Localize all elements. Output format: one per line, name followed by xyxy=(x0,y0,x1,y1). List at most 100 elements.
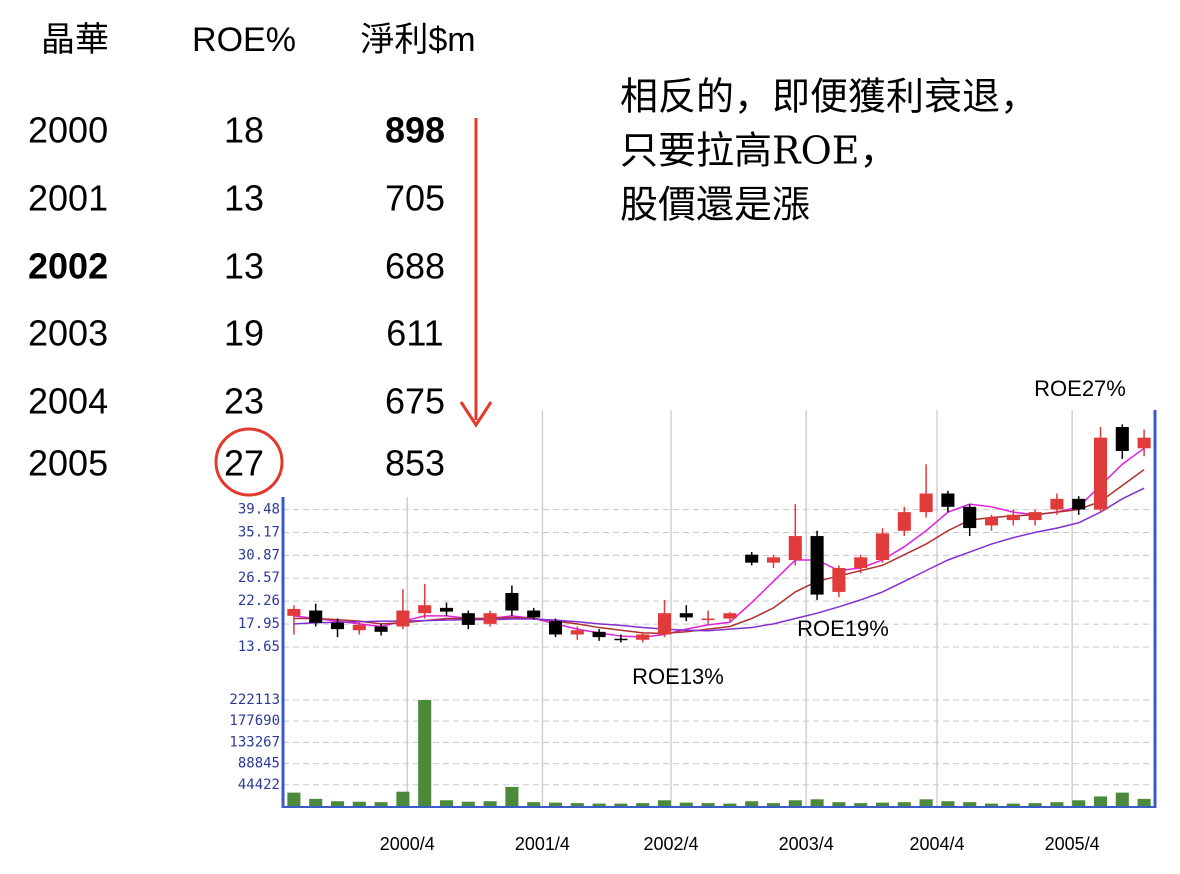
moving-average xyxy=(293,468,1145,635)
cover xyxy=(279,398,501,497)
candle-body xyxy=(287,608,301,616)
highlight-circle xyxy=(214,427,284,497)
y-tick-label: 39.48 xyxy=(238,502,280,518)
volume-bar xyxy=(1093,796,1108,806)
candle-body xyxy=(657,613,672,635)
annotation: ROE19% xyxy=(797,616,889,641)
candle-body xyxy=(309,610,323,623)
y-tick-label: 26.57 xyxy=(238,570,280,586)
candle-body xyxy=(527,610,541,618)
candle-body xyxy=(788,536,802,560)
candle-body xyxy=(963,506,977,529)
candle-body xyxy=(854,557,868,568)
volume-bar xyxy=(483,801,497,806)
volume-bar xyxy=(636,803,650,806)
annotation: ROE13% xyxy=(632,664,724,689)
volume-bar xyxy=(1137,798,1151,806)
candle-body xyxy=(1028,512,1042,521)
table-cell: 898 xyxy=(385,110,445,151)
candle-body xyxy=(1006,514,1020,521)
volume-bar xyxy=(352,801,366,806)
table-cell: 18 xyxy=(224,110,264,151)
table-cell: 2002 xyxy=(28,246,108,287)
table-cell: 675 xyxy=(385,381,445,422)
table-header: 淨利$m xyxy=(360,21,475,59)
candle-body xyxy=(1115,427,1129,451)
volume-bar xyxy=(657,800,672,806)
candle-body xyxy=(984,517,999,526)
note-line: 只要拉高ROE， xyxy=(620,129,898,173)
stock-chart: 2000/4 2001/4 2002/4 2003/4 2004/4 2005/4 13.6… xyxy=(229,410,1157,854)
note-line: 股價還是漲 xyxy=(620,183,810,227)
table-cell: 705 xyxy=(385,178,445,219)
volume-bar xyxy=(592,803,606,806)
table-cell: 853 xyxy=(385,443,445,484)
volume-bar xyxy=(418,700,432,806)
arrow-head xyxy=(459,401,493,428)
candle-body xyxy=(374,626,388,632)
volume-bar xyxy=(439,800,454,806)
candle-body xyxy=(1137,437,1151,449)
table-header: ROE% xyxy=(192,21,296,59)
y-tick-label: 22.26 xyxy=(238,593,280,609)
volume-bar xyxy=(527,802,541,806)
volume-bar xyxy=(963,802,977,806)
volume-bar xyxy=(745,801,759,806)
table-cell: 19 xyxy=(224,313,264,354)
volume-bar xyxy=(1006,803,1020,806)
table-cell: 27 xyxy=(224,443,264,484)
y-tick-label: 30.87 xyxy=(238,547,280,563)
volume-bar xyxy=(1050,802,1064,806)
x-tick-label: 2005/4 xyxy=(1045,834,1100,854)
volume-bar xyxy=(614,803,628,806)
candle-body xyxy=(396,610,410,627)
candle-body xyxy=(636,634,650,640)
candle-body xyxy=(679,613,693,618)
candle-body xyxy=(461,613,475,625)
candle-body xyxy=(592,631,606,638)
note-line: 相反的，即便獲利衰退， xyxy=(620,75,1038,119)
x-tick-label: 2004/4 xyxy=(909,834,964,854)
volume-bar xyxy=(505,786,519,806)
volume-tick-label: 222113 xyxy=(229,692,280,708)
table-header: 晶華 xyxy=(41,21,109,59)
volume-bar xyxy=(1115,792,1129,806)
x-tick-label: 2001/4 xyxy=(515,834,570,854)
candle-body xyxy=(439,607,454,612)
candle-body xyxy=(548,621,563,635)
volume-bar xyxy=(1028,803,1042,806)
volume-bar xyxy=(287,792,301,806)
volume-bar xyxy=(723,803,737,806)
volume-bar xyxy=(396,791,410,806)
volume-bar xyxy=(309,798,323,806)
y-tick-label: 13.65 xyxy=(238,639,280,655)
volume-bar xyxy=(984,803,999,806)
table-cell: 2000 xyxy=(28,110,108,151)
volume-bar xyxy=(788,800,802,806)
volume-bar xyxy=(570,803,584,806)
x-tick-label: 2002/4 xyxy=(644,834,699,854)
table-cell: 2004 xyxy=(28,381,108,422)
table-cell: 611 xyxy=(386,313,443,354)
volume-bar xyxy=(374,802,388,806)
candle-body xyxy=(941,493,955,507)
volume-bar xyxy=(766,803,781,806)
volume-bar xyxy=(897,802,911,806)
volume-tick-label: 133267 xyxy=(229,734,280,750)
y-tick-label: 17.95 xyxy=(238,616,280,632)
volume-tick-label: 88845 xyxy=(238,756,280,772)
volume-bar xyxy=(330,801,345,806)
candle-body xyxy=(723,613,737,619)
table-cell: 2001 xyxy=(28,178,108,219)
volume-tick-label: 44422 xyxy=(238,777,280,793)
table-cell: 23 xyxy=(224,381,264,422)
volume-bar xyxy=(1072,800,1086,806)
candle-body xyxy=(897,512,911,531)
candle-body xyxy=(1093,437,1108,510)
volume-bar xyxy=(810,799,824,806)
candle-body xyxy=(1050,498,1064,510)
volume-bar xyxy=(875,802,890,806)
volume-bar xyxy=(832,802,846,806)
y-tick-label: 35.17 xyxy=(238,525,280,541)
volume-bar xyxy=(941,801,955,806)
